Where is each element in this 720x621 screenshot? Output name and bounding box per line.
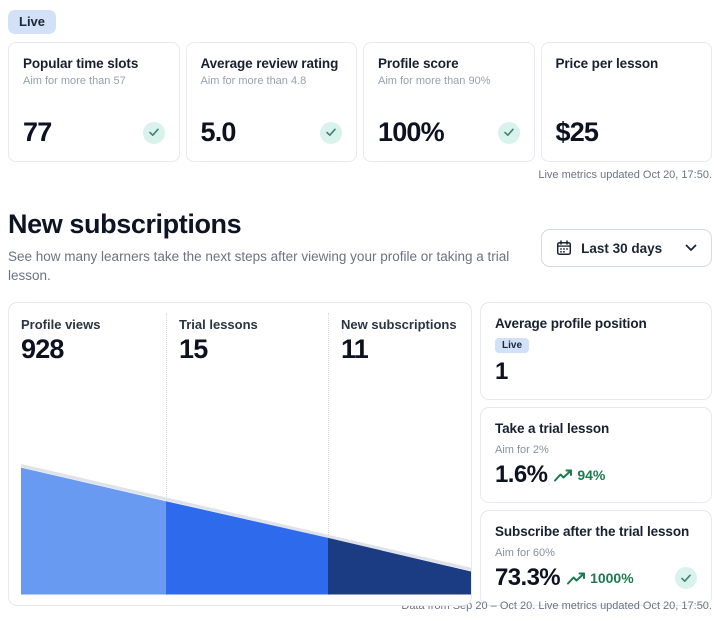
funnel-stage-new-subscriptions: New subscriptions 11 bbox=[328, 313, 471, 595]
metric-value: 5.0 bbox=[200, 117, 237, 147]
check-icon bbox=[503, 128, 514, 136]
stage-label: Profile views bbox=[21, 317, 101, 332]
metric-value: 77 bbox=[23, 117, 52, 147]
stage-value: 928 bbox=[21, 334, 64, 364]
funnel-chart-panel: Profile views 928 Trial lessons 15 New s… bbox=[8, 302, 472, 606]
data-range-caption: Data from Sep 20 – Oct 20. Live metrics … bbox=[401, 600, 712, 612]
goal-met-badge bbox=[497, 121, 520, 144]
funnel-columns: Profile views 928 Trial lessons 15 New s… bbox=[9, 313, 471, 595]
card-subscribe-after-trial: Subscribe after the trial lesson Aim for… bbox=[480, 510, 712, 606]
date-range-label: Last 30 days bbox=[581, 240, 663, 256]
page-title: New subscriptions bbox=[8, 209, 242, 239]
card-aim: Aim for 2% bbox=[495, 444, 549, 456]
card-title: Subscribe after the trial lesson bbox=[495, 524, 690, 539]
section-description: See how many learners take the next step… bbox=[8, 249, 510, 283]
metric-title: Price per lesson bbox=[555, 56, 659, 71]
metric-card-price-per-lesson: Price per lesson $25 bbox=[540, 42, 712, 162]
live-metrics-caption: Live metrics updated Oct 20, 17:50. bbox=[538, 169, 712, 181]
section-header-text: New subscriptions See how many learners … bbox=[8, 208, 541, 285]
trend-value: 94% bbox=[577, 467, 606, 483]
metric-card-review-rating: Average review rating Aim for more than … bbox=[185, 42, 357, 162]
metric-card-popular-time-slots: Popular time slots Aim for more than 57 … bbox=[8, 42, 180, 162]
check-icon bbox=[326, 128, 336, 136]
funnel-segment-profile-views bbox=[21, 467, 166, 595]
card-aim: Aim for 60% bbox=[495, 547, 555, 559]
stage-label: Trial lessons bbox=[179, 317, 258, 332]
metric-aim: Aim for more than 57 bbox=[23, 75, 126, 87]
section-header: New subscriptions See how many learners … bbox=[8, 208, 712, 285]
goal-met-badge bbox=[320, 121, 342, 144]
funnel-area-chart bbox=[20, 463, 471, 595]
metric-title: Average review rating bbox=[200, 56, 339, 71]
trending-up-icon bbox=[567, 572, 586, 584]
card-title: Average profile position bbox=[495, 316, 647, 331]
check-icon bbox=[148, 128, 159, 136]
card-value: 1 bbox=[495, 358, 508, 385]
live-status-badge: Live bbox=[495, 338, 530, 353]
goal-met-badge bbox=[142, 121, 165, 144]
funnel-segment-new-subscriptions bbox=[328, 537, 471, 595]
side-stats-column: Average profile position Live 1 Take a t… bbox=[480, 302, 712, 606]
stage-label: New subscriptions bbox=[341, 317, 457, 332]
funnel-stage-trial-lessons: Trial lessons 15 bbox=[166, 313, 328, 595]
funnel-stage-profile-views: Profile views 928 bbox=[9, 313, 166, 595]
card-average-profile-position: Average profile position Live 1 bbox=[480, 302, 712, 400]
metric-value: 100% bbox=[378, 117, 445, 147]
stage-value: 15 bbox=[179, 334, 208, 364]
card-value: 1.6% bbox=[495, 461, 548, 488]
trend-value: 1000% bbox=[590, 570, 634, 586]
chevron-down-icon bbox=[685, 244, 697, 251]
trend-indicator: 1000% bbox=[567, 570, 634, 586]
funnel-slope-edge bbox=[20, 463, 471, 571]
date-range-selector[interactable]: Last 30 days bbox=[541, 229, 712, 267]
card-title: Take a trial lesson bbox=[495, 421, 610, 436]
metric-card-profile-score: Profile score Aim for more than 90% 100% bbox=[363, 42, 535, 162]
metrics-cards-row: Popular time slots Aim for more than 57 … bbox=[8, 42, 712, 162]
subscriptions-dashboard: Profile views 928 Trial lessons 15 New s… bbox=[8, 302, 712, 606]
card-value: 73.3% bbox=[495, 564, 561, 591]
calendar-icon bbox=[557, 240, 572, 256]
funnel-segment-trial-lessons bbox=[166, 501, 328, 595]
trend-indicator: 94% bbox=[554, 467, 605, 483]
live-tab-chip[interactable]: Live bbox=[8, 10, 57, 34]
check-icon bbox=[681, 574, 691, 582]
metric-aim: Aim for more than 90% bbox=[378, 75, 491, 87]
trending-up-icon bbox=[554, 469, 573, 481]
goal-met-badge bbox=[675, 567, 697, 589]
stage-value: 11 bbox=[341, 334, 369, 364]
metric-title: Profile score bbox=[378, 56, 459, 71]
metric-title: Popular time slots bbox=[23, 56, 139, 71]
metric-aim: Aim for more than 4.8 bbox=[200, 75, 307, 87]
metric-value: $25 bbox=[555, 117, 599, 147]
card-take-trial-lesson: Take a trial lesson Aim for 2% 1.6% 94% bbox=[480, 407, 712, 503]
